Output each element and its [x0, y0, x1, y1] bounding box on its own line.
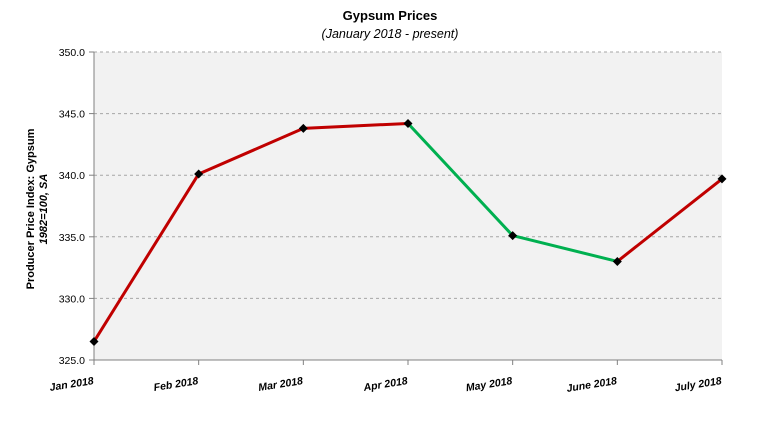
y-tick-label: 345.0: [59, 109, 85, 121]
data-point: [89, 337, 99, 347]
plot-background: [94, 52, 722, 360]
data-point: [194, 169, 204, 179]
series-segment-increase: [301, 121, 410, 130]
y-axis-title-line1: Producer Price Index: Gypsum: [25, 128, 37, 289]
x-tick-label: June 2018: [566, 375, 618, 395]
x-tick-label: July 2018: [674, 375, 723, 394]
x-tick-label: Apr 2018: [362, 375, 409, 394]
y-tick-label: 325.0: [59, 355, 85, 367]
y-axis-title-line2: 1982=100, SA: [38, 174, 50, 245]
x-tick-label: Mar 2018: [258, 375, 304, 394]
y-tick-label: 340.0: [59, 170, 85, 182]
data-point: [612, 256, 622, 266]
x-tick-label: May 2018: [465, 375, 513, 394]
series-segment-increase: [197, 126, 305, 176]
plot-area: 325.0 330.0 335.0 340.0 345.0 350.0 Jan 2018 Fe…: [49, 47, 727, 395]
x-tick-label: Jan 2018: [49, 375, 95, 394]
chart-title: Gypsum Prices: [343, 8, 438, 23]
series-segment-decrease: [511, 234, 619, 263]
data-point: [403, 118, 413, 128]
series-segment-decrease: [406, 121, 515, 238]
series-segment-increase: [92, 172, 201, 344]
y-tick-label: 335.0: [59, 232, 85, 244]
data-point: [717, 174, 727, 184]
y-tick-label: 330.0: [59, 293, 85, 305]
series-segment-increase: [615, 177, 724, 263]
data-point: [508, 231, 518, 241]
x-tick-label: Feb 2018: [153, 375, 199, 394]
y-tick-label: 350.0: [59, 47, 85, 59]
y-axis-title: Producer Price Index: Gypsum 1982=100, S…: [25, 128, 50, 289]
data-point: [298, 123, 308, 133]
chart-subtitle: (January 2018 - present): [322, 27, 459, 41]
